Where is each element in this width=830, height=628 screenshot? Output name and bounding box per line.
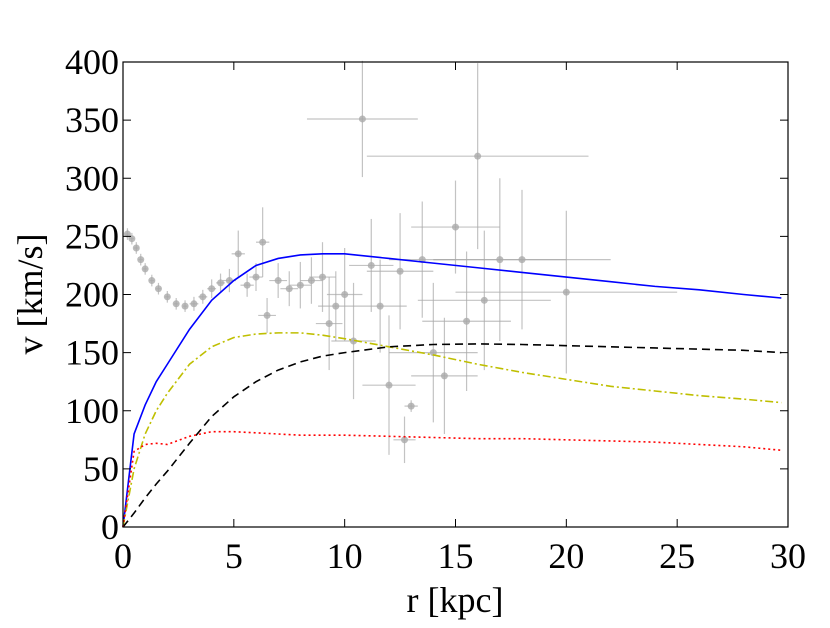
data-point — [307, 277, 315, 285]
model-line — [122, 343, 782, 528]
data-point — [429, 349, 437, 357]
data-point — [154, 285, 162, 293]
data-point — [452, 223, 459, 231]
x-tick-label: 30 — [770, 536, 806, 576]
data-point — [148, 277, 156, 285]
data-point — [562, 288, 570, 296]
x-tick-label: 0 — [114, 536, 132, 576]
y-tick-label: 150 — [65, 333, 119, 373]
data-point — [296, 281, 304, 289]
data-point — [385, 381, 393, 389]
data-point — [243, 281, 251, 289]
data-point — [376, 302, 384, 310]
data-point — [440, 372, 448, 380]
x-tick-label: 15 — [438, 536, 474, 576]
data-point — [163, 293, 171, 301]
data-point — [274, 277, 282, 285]
y-tick-label: 350 — [65, 100, 119, 140]
y-tick-label: 200 — [65, 275, 119, 315]
x-tick-label: 10 — [327, 536, 363, 576]
data-point — [350, 337, 358, 345]
data-point — [518, 256, 526, 264]
data-point — [137, 256, 145, 264]
y-axis-label: v [km/s] — [10, 234, 50, 355]
plot-frame — [122, 61, 789, 528]
data-point — [396, 267, 404, 275]
data-point — [285, 285, 293, 293]
data-point — [208, 285, 216, 293]
x-tick-label: 5 — [225, 536, 243, 576]
x-axis-label: r [kpc] — [407, 580, 504, 620]
data-point — [181, 302, 189, 310]
y-tick-label: 100 — [65, 391, 119, 431]
data-point — [263, 311, 271, 319]
data-point — [123, 230, 131, 238]
data-point — [358, 115, 366, 123]
data-point — [141, 265, 149, 273]
y-tick-label: 0 — [101, 507, 119, 547]
data-point — [341, 291, 349, 298]
data-point — [407, 402, 415, 410]
y-tick-label: 250 — [65, 216, 119, 256]
data-point — [190, 300, 198, 308]
data-point — [217, 279, 225, 287]
data-point — [332, 302, 340, 310]
y-tick-label: 50 — [83, 449, 119, 489]
data-point — [128, 235, 136, 243]
model-line — [122, 430, 782, 528]
model-line — [122, 253, 782, 528]
y-tick-label: 400 — [65, 42, 119, 82]
x-tick-label: 20 — [548, 536, 584, 576]
data-point — [234, 250, 242, 258]
data-point — [367, 261, 375, 269]
model-line — [122, 332, 782, 528]
data-point — [319, 273, 326, 281]
data-point — [401, 436, 409, 444]
data-point — [474, 152, 482, 160]
y-tick-label: 300 — [65, 158, 119, 198]
data-point — [172, 300, 180, 308]
data-point — [259, 238, 267, 246]
data-point — [463, 317, 471, 325]
data-point — [132, 244, 140, 252]
x-tick-label: 25 — [659, 536, 695, 576]
data-point — [325, 320, 333, 328]
data-point — [480, 296, 488, 304]
data-point — [252, 273, 260, 281]
data-point — [199, 293, 207, 301]
